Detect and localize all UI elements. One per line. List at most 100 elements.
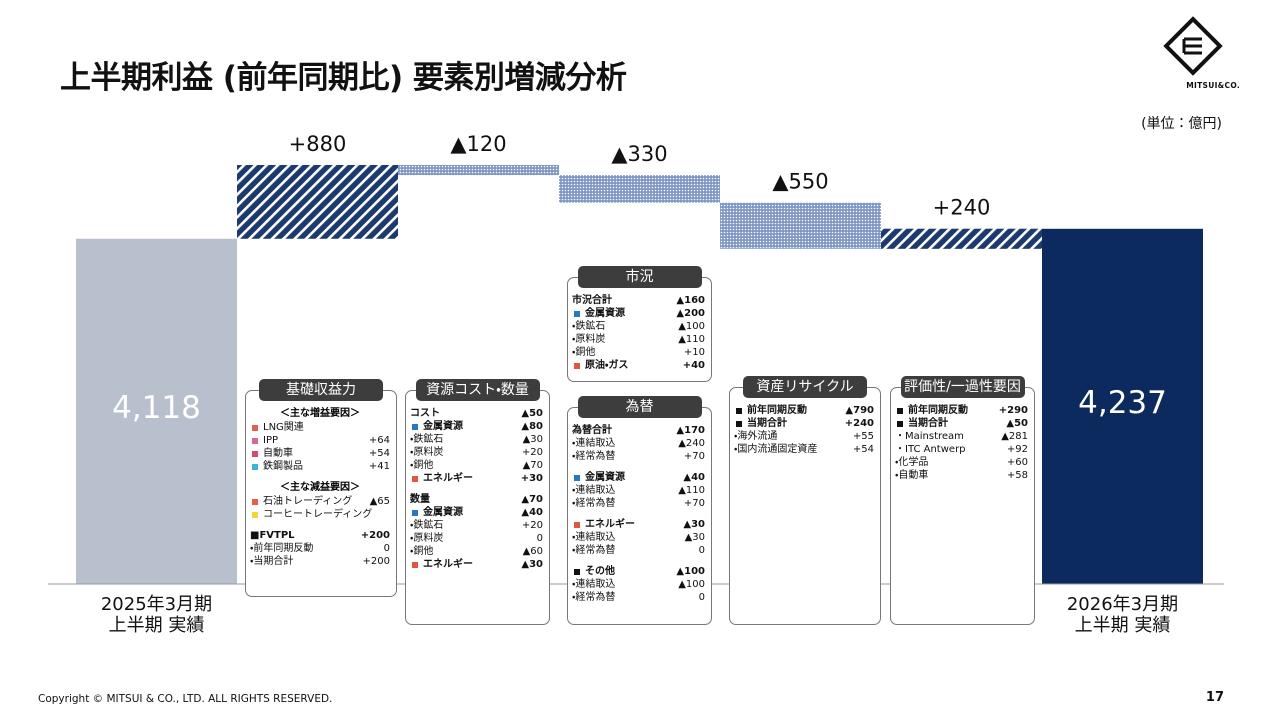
panel-group: ■FVTPL +200 ・前年同期反動 0 ・当期合計 +200 xyxy=(250,529,390,568)
color-marker xyxy=(412,561,418,568)
detail-panel: 市況 市況合計 ▲160 金属資源 ▲200 ・鉄鉱石 ▲100 ・原料炭 ▲110 ・銅他 +10… xyxy=(567,266,712,382)
row-value: +10 xyxy=(683,347,705,358)
row-label: ・経常為替 xyxy=(572,498,616,509)
row-value: +70 xyxy=(683,451,705,462)
detail-row: ・連結取込 ▲240 xyxy=(572,437,705,450)
row-value: ▲70 xyxy=(522,460,543,471)
row-value: ▲100 xyxy=(678,579,705,590)
row-label: 原油・ガス xyxy=(585,360,629,371)
row-label: 前年同期反動 xyxy=(747,405,807,416)
row-value: ▲200 xyxy=(676,308,705,319)
panel-title: 資産リサイクル xyxy=(743,376,867,398)
row-label: ・鉄鉱石 xyxy=(410,520,444,531)
detail-row: ・Mainstream ▲281 xyxy=(895,430,1028,443)
detail-row: 金属資源 ▲40 xyxy=(572,471,705,484)
detail-row: ■FVTPL +200 xyxy=(250,529,390,542)
detail-row: ・海外流通 +55 xyxy=(734,430,874,443)
color-marker xyxy=(574,362,580,369)
row-value: ▲50 xyxy=(1006,418,1028,429)
row-value: ▲60 xyxy=(522,546,543,557)
row-label: ・原料炭 xyxy=(410,447,444,458)
row-label: LNG関連 xyxy=(263,422,304,433)
row-value: +20 xyxy=(521,447,543,458)
detail-row: ・自動車 +58 xyxy=(895,469,1028,482)
row-label: 金属資源 xyxy=(585,308,625,319)
detail-row: コスト ▲50 xyxy=(410,407,543,420)
row-value: ▲30 xyxy=(522,434,543,445)
row-label: ・経常為替 xyxy=(572,451,616,462)
group-heading: ＜主な増益要因＞ xyxy=(280,408,360,419)
row-label: 為替合計 xyxy=(572,425,612,436)
row-value: ▲100 xyxy=(678,321,705,332)
color-marker xyxy=(574,521,580,528)
value-label: ▲550 xyxy=(772,170,828,194)
row-label: IPP xyxy=(263,435,279,446)
detail-row: ・連結取込 ▲30 xyxy=(572,531,705,544)
detail-row: LNG関連 xyxy=(250,421,390,434)
panel-group: ＜主な増益要因＞ LNG関連 IPP +64 自動車 +54 鉄鋼製品 +41 xyxy=(250,407,390,473)
row-value: +70 xyxy=(683,498,705,509)
row-value: +54 xyxy=(368,448,390,459)
row-value: +20 xyxy=(521,520,543,531)
row-label: ・国内流通固定資産 xyxy=(734,444,818,455)
detail-row: ・前年同期反動 0 xyxy=(250,542,390,555)
detail-row: ・原料炭 ▲110 xyxy=(572,333,705,346)
category-label: 2025年3月期 上半期 実績 xyxy=(100,594,213,636)
color-marker xyxy=(252,437,258,444)
row-value: +64 xyxy=(368,435,390,446)
panel-group: 前年同期反動 +290 当期合計 ▲50 ・Mainstream ▲281 ・ITC Ant… xyxy=(895,404,1028,482)
row-value: ▲170 xyxy=(676,425,705,436)
row-value: ▲30 xyxy=(683,519,705,530)
detail-row: ・原料炭 0 xyxy=(410,532,543,545)
color-marker xyxy=(897,407,903,414)
row-value: +41 xyxy=(368,461,390,472)
detail-row: ・経常為替 +70 xyxy=(572,450,705,463)
row-label: 市況合計 xyxy=(572,295,612,306)
row-label: ・連結取込 xyxy=(572,532,616,543)
logo-text: MITSUI&CO. xyxy=(1186,81,1240,90)
row-label: 前年同期反動 xyxy=(908,405,968,416)
row-value: ▲40 xyxy=(683,472,705,483)
color-marker xyxy=(412,509,418,516)
row-label: ・海外流通 xyxy=(734,431,778,442)
detail-row: ・経常為替 +70 xyxy=(572,497,705,510)
detail-row: ・経常為替 0 xyxy=(572,544,705,557)
detail-row: 市況合計 ▲160 xyxy=(572,294,705,307)
detail-row: 金属資源 ▲200 xyxy=(572,307,705,320)
detail-row: ・ITC Antwerp +92 xyxy=(895,443,1028,456)
detail-row: ・国内流通固定資産 +54 xyxy=(734,443,874,456)
color-marker xyxy=(252,450,258,457)
row-value: 0 xyxy=(698,592,705,603)
detail-row: ・銅他 ▲70 xyxy=(410,459,543,472)
detail-row: ・化学品 +60 xyxy=(895,456,1028,469)
detail-row: ・経常為替 0 xyxy=(572,591,705,604)
row-label: ■FVTPL xyxy=(250,530,295,541)
category-label: 2026年3月期 上半期 実績 xyxy=(1066,594,1179,636)
detail-row: ・銅他 ▲60 xyxy=(410,545,543,558)
row-label: ・銅他 xyxy=(410,460,434,471)
value-label: ▲120 xyxy=(450,132,506,156)
row-value: +40 xyxy=(682,360,705,371)
detail-row: 石油トレーディング ▲65 xyxy=(250,495,390,508)
row-value: ▲40 xyxy=(521,507,543,518)
detail-row: 金属資源 ▲80 xyxy=(410,420,543,433)
row-label: 石油トレーディング xyxy=(263,496,353,507)
row-value: ▲281 xyxy=(1001,431,1028,442)
row-label: 鉄鋼製品 xyxy=(263,461,303,472)
detail-row: エネルギー ▲30 xyxy=(410,558,543,571)
row-label: 数量 xyxy=(410,494,430,505)
row-label: ・原料炭 xyxy=(572,334,606,345)
row-label: 当期合計 xyxy=(908,418,948,429)
slide-title: 上半期利益 (前年同期比) 要素別増減分析 xyxy=(60,60,627,96)
row-value: +58 xyxy=(1006,470,1028,481)
detail-panel: 基礎収益力 ＜主な増益要因＞ LNG関連 IPP +64 自動車 +54 鉄鋼製品 +41 ＜主な… xyxy=(245,379,397,597)
value-label: 4,237 xyxy=(1078,385,1167,421)
detail-row: 為替合計 ▲170 xyxy=(572,424,705,437)
row-value: ▲30 xyxy=(521,559,543,570)
row-label: ・自動車 xyxy=(895,470,929,481)
panel-title: 評価性/一過性要因 xyxy=(900,376,1025,398)
panel-title: 為替 xyxy=(577,396,702,418)
panel-group: その他 ▲100 ・連結取込 ▲100 ・経常為替 0 xyxy=(572,565,705,604)
color-marker xyxy=(574,310,580,317)
row-value: ▲100 xyxy=(676,566,705,577)
